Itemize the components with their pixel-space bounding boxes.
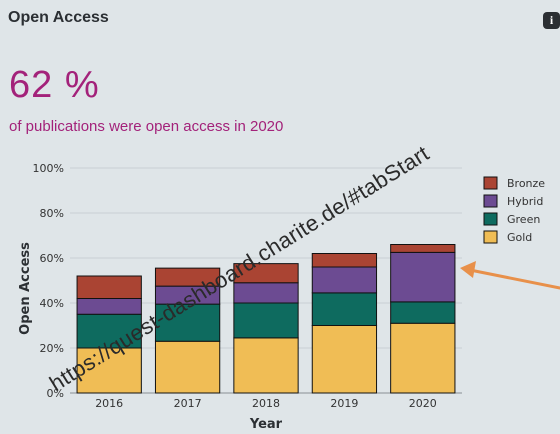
legend-swatch-hybrid: [483, 194, 498, 208]
bar-segment-gold: [390, 322, 456, 394]
bar-segment-green: [76, 313, 142, 349]
open-access-caption: of publications were open access in 2020: [9, 118, 284, 135]
bar-segment-green: [154, 303, 221, 342]
x-axis-title: Year: [249, 417, 283, 432]
legend-label-green: Green: [507, 213, 540, 226]
bar-segment-hybrid: [154, 285, 221, 305]
y-tick-label: 0%: [47, 387, 64, 400]
panel-title: Open Access: [8, 9, 109, 26]
y-tick-label: 20%: [40, 342, 64, 355]
bar-segment-hybrid: [233, 282, 299, 304]
bar-segment-bronze: [233, 263, 299, 284]
bar-segment-gold: [311, 325, 378, 394]
annotation-arrow-head: [460, 261, 476, 278]
x-tick-label: 2018: [252, 397, 280, 410]
legend-label-gold: Gold: [507, 231, 532, 244]
y-tick-label: 80%: [40, 207, 64, 220]
bar-segment-hybrid: [311, 266, 378, 294]
bar-segment-hybrid: [76, 298, 142, 315]
y-tick-label: 100%: [33, 162, 64, 175]
bar-segment-gold: [76, 347, 142, 394]
legend-swatch-bronze: [483, 176, 498, 190]
x-tick-label: 2016: [95, 397, 123, 410]
legend-swatch-green: [483, 212, 498, 226]
annotation-arrow-line: [468, 268, 560, 290]
y-axis-title: Open Access: [18, 242, 33, 335]
open-access-percentage: 62 %: [9, 64, 100, 106]
y-tick-label: 40%: [40, 297, 64, 310]
bar-segment-bronze: [154, 267, 221, 287]
y-tick-label: 60%: [40, 252, 64, 265]
bar-segment-green: [233, 302, 299, 339]
bar-segment-green: [311, 292, 378, 326]
bar-segment-gold: [233, 337, 299, 394]
bar-segment-bronze: [390, 244, 456, 253]
x-tick-label: 2019: [330, 397, 358, 410]
bar-segment-bronze: [76, 275, 142, 299]
legend-label-bronze: Bronze: [507, 177, 545, 190]
bar-segment-green: [390, 301, 456, 324]
bar-segment-gold: [154, 340, 221, 394]
bar-segment-bronze: [311, 253, 378, 268]
x-tick-label: 2017: [174, 397, 202, 410]
legend-swatch-gold: [483, 230, 498, 244]
bar-segment-hybrid: [390, 251, 456, 303]
x-tick-label: 2020: [409, 397, 437, 410]
info-icon[interactable]: i: [543, 12, 560, 29]
legend-label-hybrid: Hybrid: [507, 195, 543, 208]
